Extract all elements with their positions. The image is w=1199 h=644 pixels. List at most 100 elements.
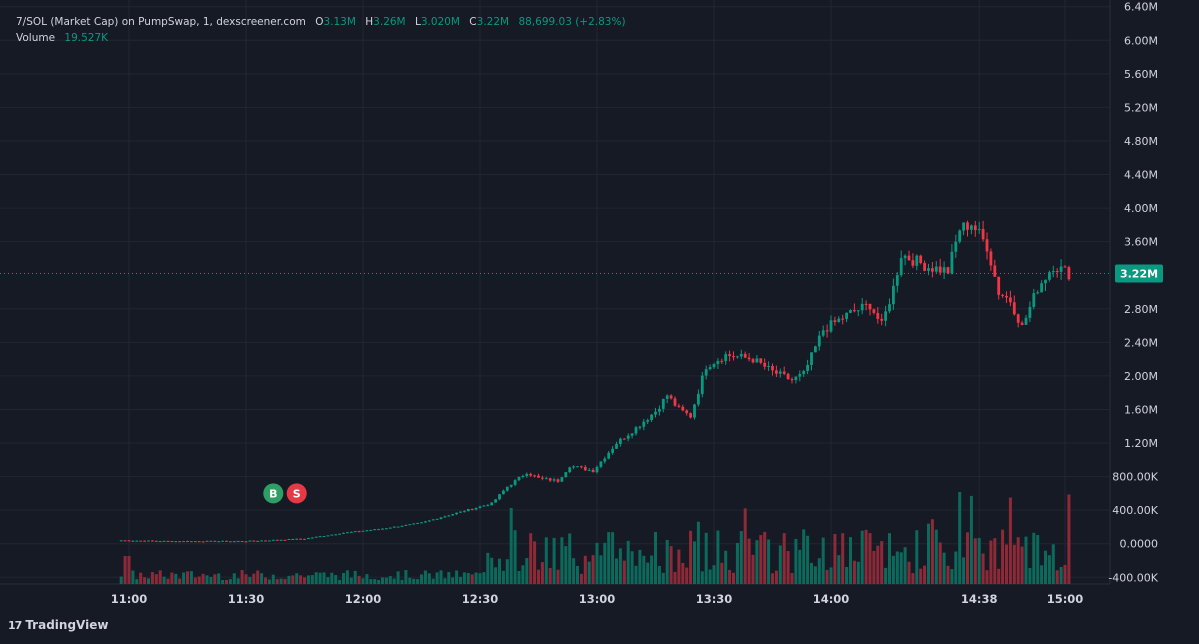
- candle-body: [373, 529, 377, 531]
- candle-body: [798, 374, 802, 377]
- volume-bar: [353, 570, 357, 584]
- y-tick-label: 4.40M: [1124, 169, 1158, 182]
- y-tick-label: 0.0000: [1120, 538, 1159, 551]
- volume-bar: [747, 538, 751, 584]
- candle-body: [322, 536, 326, 538]
- trade-marker-sell[interactable]: S: [286, 483, 307, 504]
- volume-bar: [872, 550, 876, 584]
- candle-body: [615, 443, 618, 449]
- chart-legend: 7/SOL (Market Cap) on PumpSwap, 1, dexsc…: [16, 14, 626, 46]
- volume-bar: [443, 578, 447, 584]
- x-tick-label: 12:30: [462, 592, 499, 606]
- candle-body: [646, 420, 650, 422]
- volume-bar: [876, 545, 880, 584]
- volume-bar: [221, 579, 225, 584]
- volume-bar: [228, 579, 232, 584]
- x-tick-label: 11:30: [228, 592, 265, 606]
- volume-bar: [509, 507, 513, 584]
- time-axis[interactable]: 11:00 11:30 12:00 12:30 13:00 13:30 14:00 14:38…: [111, 592, 1084, 606]
- volume-bar: [958, 491, 962, 584]
- candle-body: [377, 529, 380, 531]
- candle-body: [291, 539, 295, 541]
- volume-bar: [252, 573, 256, 584]
- candle-body: [564, 472, 568, 478]
- candle-body: [595, 466, 599, 473]
- volume-bar: [677, 549, 681, 584]
- candle-body: [934, 266, 938, 272]
- volume-bar: [412, 578, 416, 584]
- volume-bar: [478, 573, 482, 584]
- candle-body: [1020, 322, 1024, 325]
- candle-body: [498, 494, 501, 500]
- candle-body: [537, 475, 540, 478]
- candle-body: [392, 526, 396, 528]
- volume-bar: [162, 576, 166, 584]
- candle-body: [127, 540, 131, 542]
- volume-bar: [708, 569, 712, 584]
- candle-body: [541, 477, 544, 479]
- candle-body: [396, 526, 400, 528]
- volume-bar: [930, 519, 934, 584]
- candle-body: [728, 354, 731, 357]
- volume-bar: [852, 560, 856, 584]
- volume-bar: [435, 572, 439, 584]
- volume-bar: [763, 531, 767, 584]
- candle-body: [642, 421, 646, 427]
- y-tick-label: 4.80M: [1124, 135, 1158, 148]
- volume-bar: [408, 577, 412, 584]
- candle-body: [1016, 314, 1020, 323]
- volume-bar: [622, 560, 626, 584]
- candle-body: [669, 395, 673, 399]
- volume-bar: [1020, 546, 1024, 584]
- candle-body: [704, 369, 708, 376]
- buy-marker-icon[interactable]: [263, 483, 284, 504]
- candle-body: [794, 376, 798, 381]
- volume-bar: [767, 539, 771, 584]
- candle-body: [743, 353, 747, 358]
- y-tick-label: 1.60M: [1124, 403, 1158, 416]
- volume-bar: [989, 540, 993, 584]
- volume-bar: [985, 570, 989, 584]
- volume-bar: [845, 567, 849, 584]
- candle-body: [482, 505, 486, 507]
- candle-body: [622, 438, 626, 440]
- candle-body: [119, 540, 123, 542]
- legend-ohlc-row: 7/SOL (Market Cap) on PumpSwap, 1, dexsc…: [16, 14, 626, 30]
- volume-bar: [938, 542, 942, 584]
- volume-bar: [431, 578, 435, 584]
- volume-bar: [685, 567, 689, 584]
- volume-bar: [131, 570, 135, 584]
- volume-bar: [505, 559, 509, 584]
- candle-body: [1001, 294, 1004, 296]
- volume-bar: [201, 573, 205, 584]
- trade-marker-buy[interactable]: B: [263, 483, 284, 504]
- candle-body: [923, 263, 926, 271]
- candle-body: [470, 509, 474, 511]
- tradingview-brand[interactable]: 17 TradingView: [8, 618, 108, 632]
- volume-bar: [189, 571, 193, 584]
- candle-body: [681, 406, 685, 411]
- candle-body: [256, 540, 260, 542]
- volume-bar: [256, 570, 260, 584]
- volume-bar: [735, 542, 739, 584]
- candle-body: [841, 318, 845, 320]
- candle-body: [864, 303, 868, 305]
- candle-body: [747, 357, 751, 360]
- volume-bar: [993, 538, 997, 584]
- price-axis[interactable]: 6.40M 6.00M 5.60M 5.20M 4.80M 4.40M 4.00M 3.60M…: [1108, 1, 1158, 585]
- candle-body: [365, 530, 369, 532]
- y-tick-label: 5.20M: [1124, 101, 1158, 114]
- volume-bar: [806, 535, 810, 584]
- volume-bar: [135, 579, 139, 584]
- candle-body: [229, 541, 232, 543]
- volume-bar: [927, 523, 930, 584]
- sell-marker-icon[interactable]: [286, 483, 307, 504]
- volume-bar: [981, 553, 985, 584]
- candle-body: [829, 320, 833, 332]
- volume-bar: [423, 570, 427, 584]
- volume-bar: [420, 574, 423, 584]
- candle-body: [463, 511, 466, 513]
- high-label: H: [365, 16, 374, 28]
